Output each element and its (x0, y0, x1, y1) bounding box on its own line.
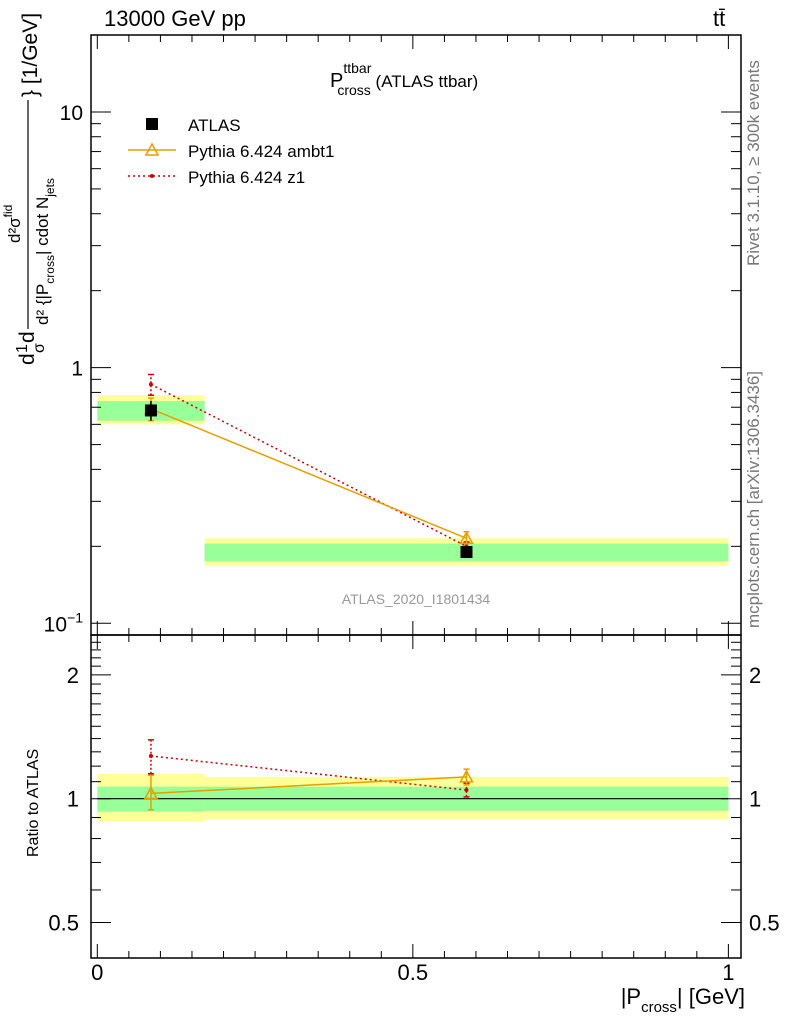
main-point (460, 546, 473, 559)
y-tick-label-ratio-right: 0.5 (749, 911, 780, 936)
x-axis-label: |Pcross| [GeV] (621, 984, 745, 1016)
legend-label-1: Pythia 6.424 ambt1 (188, 142, 334, 161)
x-tick-label: 0 (91, 960, 103, 985)
legend-label-2: Pythia 6.424 z1 (188, 168, 305, 187)
main-series-0 (144, 401, 473, 559)
svg-text:d: d (16, 331, 39, 343)
y-tick-label-ratio-left: 1 (67, 787, 79, 812)
ratio-point (459, 769, 474, 783)
svg-text:1: 1 (14, 344, 31, 353)
main-point (148, 382, 153, 387)
y-tick-label-ratio-left: 0.5 (48, 911, 79, 936)
svg-text:d²σfid: d²σfid (1, 205, 24, 243)
ratio-series-1 (147, 739, 470, 798)
main-line-2 (150, 383, 467, 548)
main-point (144, 404, 157, 417)
energy-label: 13000 GeV pp (104, 6, 246, 31)
ratio-line-0 (150, 776, 467, 795)
ratio-point (148, 754, 153, 759)
legend: ATLAS Pythia 6.424 ambt1 Pythia 6.424 z1 (128, 116, 334, 187)
analysis-watermark: ATLAS_2020_I1801434 (342, 591, 491, 607)
y-ticks-main (91, 34, 741, 636)
y-axis-label-ratio: Ratio to ATLAS (25, 749, 42, 857)
x-tick-label: 1 (722, 960, 734, 985)
process-label: tt̄ (713, 6, 726, 31)
svg-text:σ: σ (31, 343, 48, 353)
main-line-1 (150, 408, 467, 540)
y-tick-label-ratio-left: 2 (67, 663, 79, 688)
ratio-point (464, 787, 469, 792)
ratio-series-0 (143, 768, 474, 811)
legend-marker-2 (150, 174, 154, 178)
y-tick-label-ratio-right: 1 (749, 787, 761, 812)
main-point (459, 530, 474, 545)
svg-text:d² {|Pcross| cdot Njets: d² {|Pcross| cdot Njets (33, 178, 57, 325)
y-ticks-ratio (91, 641, 741, 924)
legend-marker-1 (144, 142, 160, 156)
legend-marker-0 (146, 118, 158, 130)
y-tick-label-main: 10 (60, 102, 83, 125)
svg-text:d: d (16, 353, 39, 365)
svg-text:} [1/GeV]: } [1/GeV] (19, 13, 42, 97)
y-tick-label-ratio-right: 2 (749, 663, 761, 688)
legend-label-0: ATLAS (188, 116, 241, 135)
y-tick-label-main: 10−1 (44, 609, 84, 636)
chart-title: Pttbar cross (ATLAS ttbar) (330, 60, 478, 98)
x-tick-label: 0.5 (398, 960, 429, 985)
ratio-frame (90, 634, 742, 959)
y-tick-label-main: 1 (71, 358, 83, 381)
y-axis-label-main: d1 σd d²σfid d² {|Pcross| cdot Njets } [1/Ge… (1, 13, 57, 365)
ratio-point (143, 785, 159, 800)
svg-text:Ratio to ATLAS: Ratio to ATLAS (25, 749, 42, 857)
